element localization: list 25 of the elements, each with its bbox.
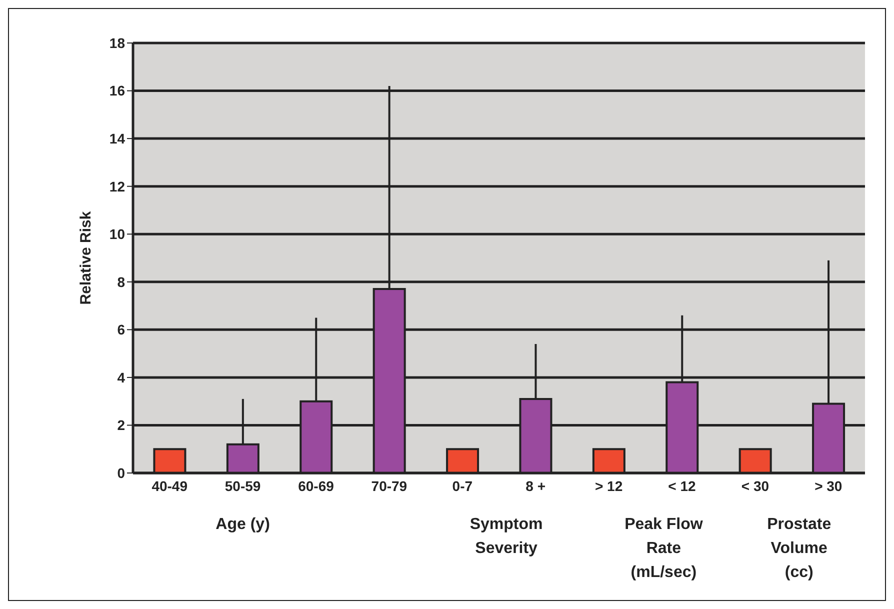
x-tick-label: 50-59 (224, 478, 261, 494)
y-tick-label: 10 (109, 226, 126, 242)
text: Age (y) (216, 515, 270, 535)
x-tick-label: > 12 (594, 478, 623, 494)
x-tick-label: > 30 (814, 478, 842, 494)
x-tick-label: 60-69 (298, 478, 334, 494)
x-tick-label: 70-79 (371, 478, 408, 494)
y-tick-label: 16 (109, 82, 126, 99)
x-tick-label: 40-49 (152, 478, 188, 494)
text: Symptom Severity (468, 515, 544, 559)
x-tick-label: < 30 (741, 478, 770, 494)
y-tick-label: 2 (117, 417, 126, 434)
text: Peak Flow Rate (mL/sec) (624, 515, 704, 583)
x-tick-label: 8 + (526, 478, 546, 494)
x-tick-label: < 12 (668, 478, 696, 494)
y-tick-label: 0 (117, 464, 126, 481)
y-tick-label: 8 (117, 274, 126, 290)
x-tick-label: 0-7 (452, 478, 473, 494)
text: Prostate Volume (cc) (766, 515, 832, 583)
y-tick-label: 4 (117, 369, 126, 386)
y-tick-label: 12 (109, 178, 126, 194)
y-tick-label: 6 (117, 322, 126, 338)
y-tick-label: 18 (109, 34, 126, 51)
y-tick-label: 14 (109, 130, 126, 147)
y-axis-title: Relative Risk (77, 210, 94, 305)
